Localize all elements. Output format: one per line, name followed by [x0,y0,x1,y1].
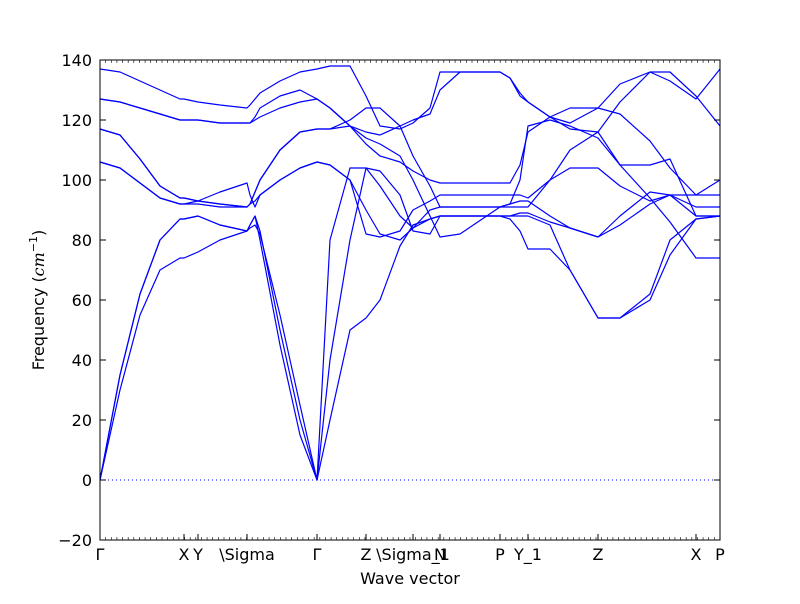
y-tick-label: 140 [61,51,92,70]
x-tick-label: Γ [313,545,322,564]
series-group [99,65,721,481]
y-axis-title-unit: cm [29,252,48,276]
x-axis-ticks: Γ X Y \Sigma Γ Z \Sigma_1N P Y_1 Z X P [96,60,725,565]
band-line-5 [99,161,720,238]
y-tick-label: 80 [72,231,92,250]
y-axis-title-close: ) [29,230,48,236]
x-tick-label: \Sigma [219,545,275,564]
band-line-4 [99,161,720,241]
band-line-1 [99,215,721,481]
y-tick-label: 0 [82,471,92,490]
x-tick-label: Z [593,545,604,564]
y-axis-ticks: −20 0 20 40 60 80 100 120 140 [58,51,720,550]
x-tick-label: N [434,545,446,564]
x-tick-label: X [691,545,702,564]
y-axis-title: Frequency (cm−1) [27,230,48,371]
band-line-2 [99,167,721,481]
band-line-7 [99,119,720,259]
x-axis-title: Wave vector [360,569,460,588]
band-line-9 [99,89,721,196]
x-tick-label: X [179,545,190,564]
x-tick-label: P [715,545,725,564]
band-line-10 [99,65,721,130]
y-tick-label: 20 [72,411,92,430]
x-tick-label: Y_1 [513,545,542,565]
x-tick-label: Y [192,545,203,564]
x-tick-label: Γ [96,545,105,564]
axes-frame [99,59,721,541]
y-tick-label: −20 [58,531,92,550]
y-tick-label: 100 [61,171,92,190]
y-axis-title-text: Frequency ( [29,276,48,370]
y-axis-title-exponent: −1 [27,236,40,252]
y-tick-label: 60 [72,291,92,310]
y-tick-label: 40 [72,351,92,370]
y-tick-label: 120 [61,111,92,130]
x-tick-label: P [495,545,505,564]
x-tick-label: Z [361,545,372,564]
x-tick-label: \Sigma_1 [376,545,450,565]
